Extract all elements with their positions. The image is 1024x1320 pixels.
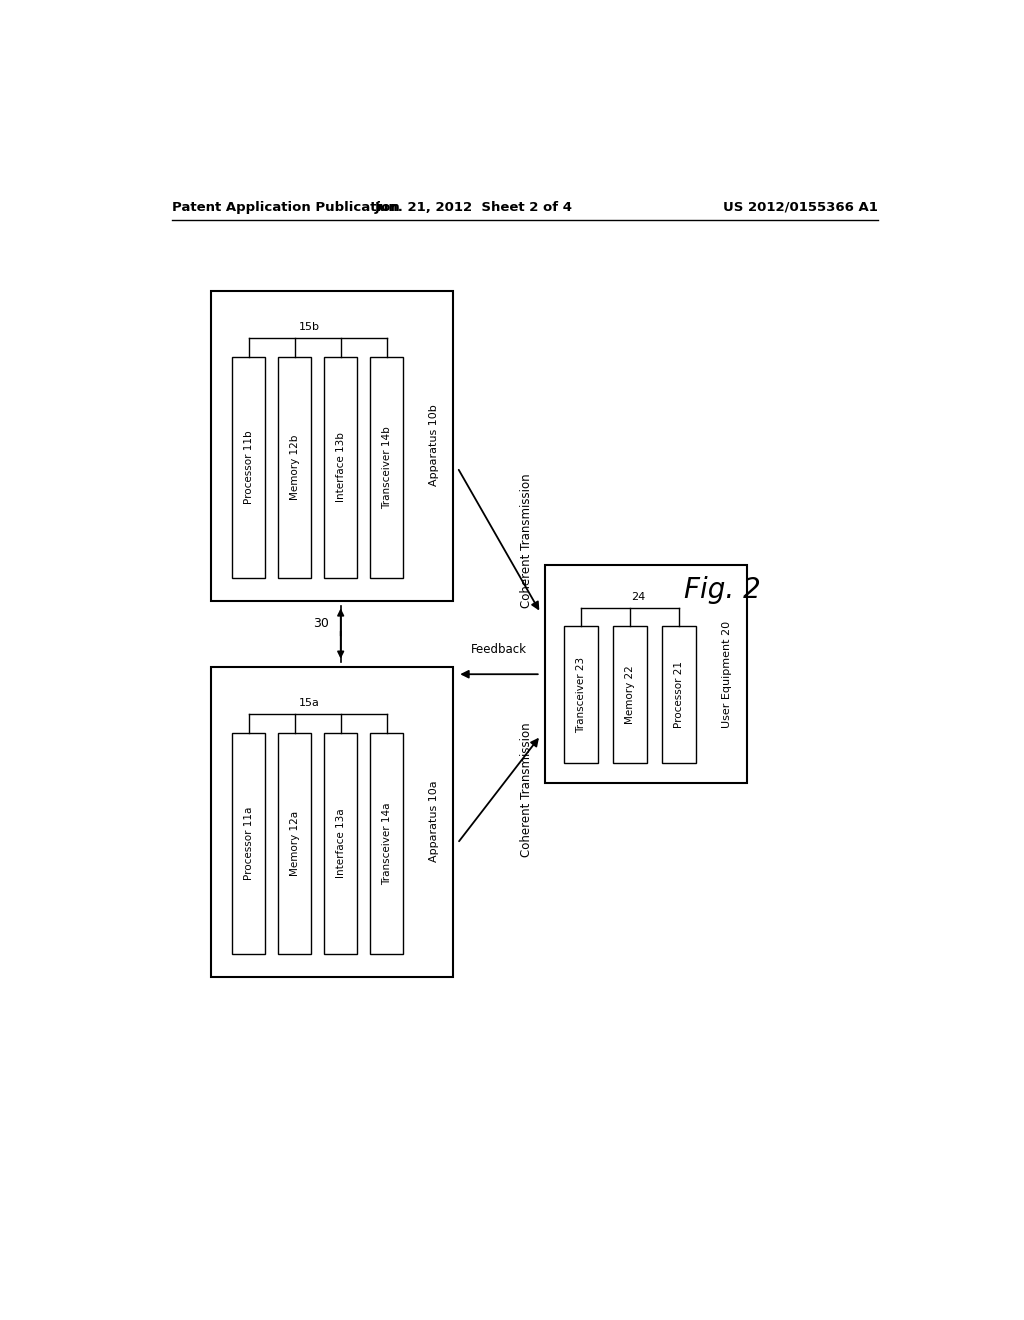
Bar bbox=[211, 667, 454, 977]
Text: Memory 12a: Memory 12a bbox=[290, 810, 300, 876]
Text: 30: 30 bbox=[313, 616, 329, 630]
Text: Feedback: Feedback bbox=[471, 643, 527, 656]
Text: Fig. 2: Fig. 2 bbox=[684, 577, 760, 605]
Text: Transceiver 23: Transceiver 23 bbox=[577, 656, 586, 733]
Bar bbox=[613, 626, 646, 763]
Text: Memory 12b: Memory 12b bbox=[290, 434, 300, 500]
Bar bbox=[211, 290, 454, 601]
Bar bbox=[232, 356, 265, 578]
Text: Processor 21: Processor 21 bbox=[674, 661, 684, 729]
Bar bbox=[564, 626, 598, 763]
Text: Coherent Transmission: Coherent Transmission bbox=[520, 473, 534, 607]
Text: Interface 13a: Interface 13a bbox=[336, 809, 346, 878]
Bar bbox=[545, 565, 748, 784]
Bar bbox=[325, 356, 357, 578]
Text: Apparatus 10b: Apparatus 10b bbox=[428, 405, 438, 486]
Text: Transceiver 14b: Transceiver 14b bbox=[382, 426, 392, 508]
Text: Coherent Transmission: Coherent Transmission bbox=[520, 722, 534, 857]
Bar bbox=[279, 733, 311, 954]
Bar bbox=[370, 356, 403, 578]
Text: Apparatus 10a: Apparatus 10a bbox=[428, 781, 438, 862]
Bar bbox=[279, 356, 311, 578]
Text: 15a: 15a bbox=[299, 698, 321, 709]
Text: User Equipment 20: User Equipment 20 bbox=[722, 620, 732, 727]
Text: 15b: 15b bbox=[299, 322, 321, 333]
Text: Memory 22: Memory 22 bbox=[625, 665, 635, 723]
Bar bbox=[663, 626, 695, 763]
Text: US 2012/0155366 A1: US 2012/0155366 A1 bbox=[723, 201, 878, 214]
Text: Jun. 21, 2012  Sheet 2 of 4: Jun. 21, 2012 Sheet 2 of 4 bbox=[374, 201, 572, 214]
Text: 24: 24 bbox=[631, 591, 645, 602]
Text: Processor 11a: Processor 11a bbox=[244, 807, 254, 880]
Text: Processor 11b: Processor 11b bbox=[244, 430, 254, 504]
Text: Transceiver 14a: Transceiver 14a bbox=[382, 803, 392, 884]
Text: Patent Application Publication: Patent Application Publication bbox=[172, 201, 399, 214]
Bar bbox=[325, 733, 357, 954]
Bar bbox=[232, 733, 265, 954]
Text: Interface 13b: Interface 13b bbox=[336, 433, 346, 503]
Bar bbox=[370, 733, 403, 954]
